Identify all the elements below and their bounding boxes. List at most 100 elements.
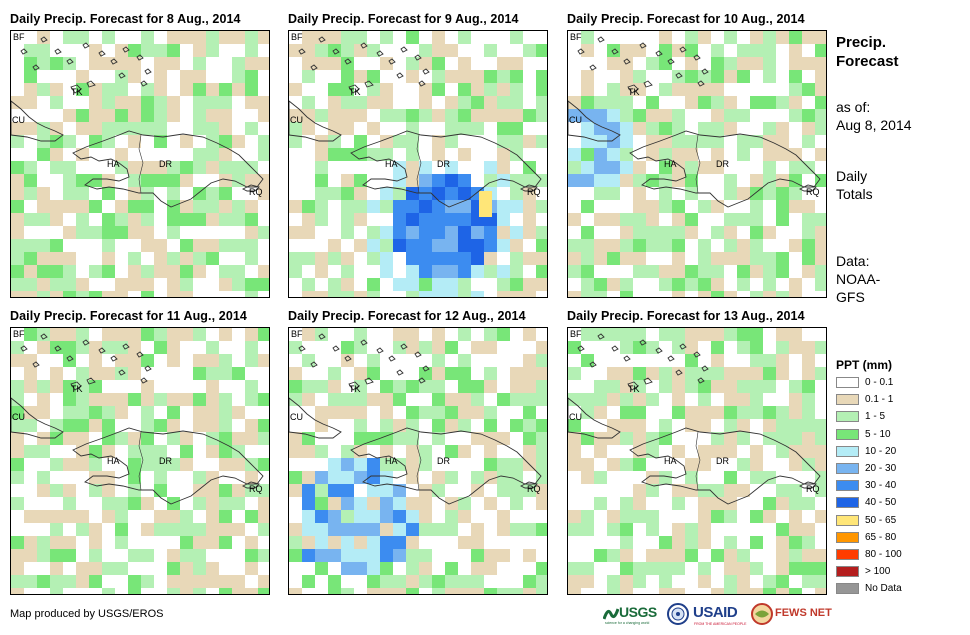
precip-grid xyxy=(568,328,826,594)
precip-cell xyxy=(568,291,581,297)
precip-cell xyxy=(89,354,102,367)
precip-cell xyxy=(193,44,206,57)
precip-cell xyxy=(607,419,620,432)
precip-cell xyxy=(141,393,154,406)
precip-cell xyxy=(458,445,471,458)
precip-cell xyxy=(750,471,763,484)
precip-cell xyxy=(63,109,76,122)
precip-cell xyxy=(536,484,547,497)
precip-cell xyxy=(128,226,141,239)
precip-cell xyxy=(471,575,484,588)
precip-cell xyxy=(646,239,659,252)
precip-cell xyxy=(711,135,724,148)
precip-cell xyxy=(167,575,180,588)
precip-cell xyxy=(685,31,698,44)
precip-cell xyxy=(776,536,789,549)
precip-cell xyxy=(633,406,646,419)
precip-cell xyxy=(219,575,232,588)
precip-cell xyxy=(432,523,445,536)
precip-cell xyxy=(737,588,750,594)
coastline-path xyxy=(348,377,374,391)
precip-cell xyxy=(620,278,633,291)
precip-cell xyxy=(497,135,510,148)
precip-cell xyxy=(115,393,128,406)
precip-cell xyxy=(497,291,510,297)
precip-cell xyxy=(89,44,102,57)
precip-cell xyxy=(258,523,269,536)
panel-title-3: Daily Precip. Forecast for 10 Aug., 2014 xyxy=(567,12,805,26)
precip-cell xyxy=(367,354,380,367)
precip-cell xyxy=(128,393,141,406)
precip-cell xyxy=(445,341,458,354)
precip-cell xyxy=(24,83,37,96)
precip-cell xyxy=(128,174,141,187)
precip-cell xyxy=(646,213,659,226)
legend-label: 0 - 0.1 xyxy=(865,377,894,388)
precip-cell xyxy=(258,278,269,291)
precip-grid xyxy=(568,31,826,297)
precip-cell xyxy=(341,445,354,458)
precip-cell xyxy=(685,44,698,57)
precip-cell xyxy=(419,523,432,536)
precip-cell xyxy=(724,445,737,458)
precip-cell xyxy=(737,458,750,471)
precip-cell xyxy=(393,226,406,239)
precip-cell xyxy=(128,252,141,265)
precip-cell xyxy=(594,291,607,297)
precip-cell xyxy=(776,523,789,536)
precip-cell xyxy=(672,213,685,226)
precip-cell xyxy=(393,432,406,445)
precip-cell xyxy=(167,393,180,406)
precip-cell xyxy=(63,406,76,419)
precip-cell xyxy=(89,122,102,135)
coastline-path xyxy=(241,481,260,489)
precip-cell xyxy=(302,445,315,458)
precip-cell xyxy=(789,187,802,200)
precip-cell xyxy=(646,96,659,109)
precip-cell xyxy=(711,406,724,419)
precip-cell xyxy=(11,406,24,419)
map-label-cu: CU xyxy=(569,115,582,125)
precip-cell xyxy=(510,497,523,510)
precip-cell xyxy=(789,458,802,471)
precip-cell xyxy=(445,96,458,109)
precip-cell xyxy=(445,510,458,523)
fews-logo-text: FEWS NET xyxy=(775,607,832,619)
precip-cell xyxy=(646,367,659,380)
precip-cell xyxy=(536,44,547,57)
island-path xyxy=(144,68,152,75)
precip-cell xyxy=(76,31,89,44)
precip-cell xyxy=(445,471,458,484)
precip-cell xyxy=(180,536,193,549)
precip-cell xyxy=(432,265,445,278)
precip-cell xyxy=(245,57,258,70)
precip-cell xyxy=(419,265,432,278)
precip-cell xyxy=(50,523,63,536)
precip-cell xyxy=(750,174,763,187)
precip-cell xyxy=(341,252,354,265)
precip-cell xyxy=(367,432,380,445)
precip-cell xyxy=(50,213,63,226)
precip-cell xyxy=(167,96,180,109)
precip-cell xyxy=(568,510,581,523)
precip-cell xyxy=(724,174,737,187)
precip-cell xyxy=(724,291,737,297)
precip-cell xyxy=(393,239,406,252)
precip-cell xyxy=(63,161,76,174)
precip-cell xyxy=(698,161,711,174)
precip-cell xyxy=(750,510,763,523)
precip-cell xyxy=(633,200,646,213)
precip-cell xyxy=(219,135,232,148)
precip-cell xyxy=(380,252,393,265)
precip-cell xyxy=(24,44,37,57)
precip-cell xyxy=(328,83,341,96)
precip-cell xyxy=(154,523,167,536)
precip-cell xyxy=(672,341,685,354)
precip-cell xyxy=(536,523,547,536)
precip-cell xyxy=(802,354,815,367)
precip-cell xyxy=(776,445,789,458)
precip-cell xyxy=(607,328,620,341)
precip-cell xyxy=(497,122,510,135)
panel-title-5: Daily Precip. Forecast for 12 Aug., 2014 xyxy=(288,309,526,323)
precip-cell xyxy=(193,265,206,278)
